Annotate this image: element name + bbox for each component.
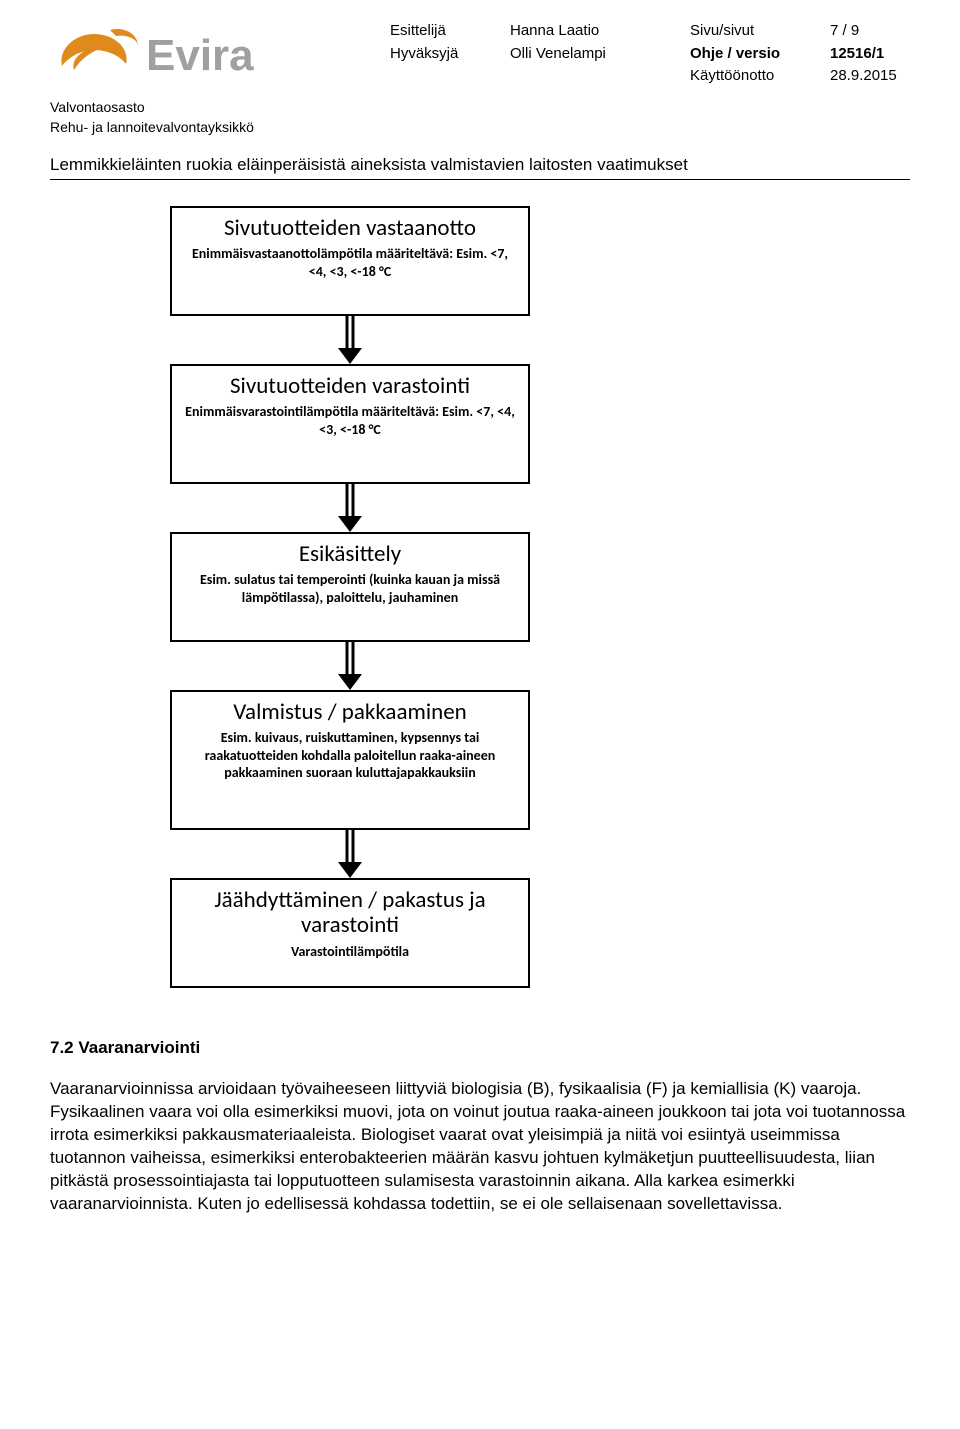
adoption-label: Käyttöönotto <box>690 65 830 88</box>
flow-node-sub: Enimmäisvastaanottolämpötila määriteltäv… <box>184 245 516 280</box>
logo-text: Evira <box>146 31 254 80</box>
evira-logo-icon: Evira <box>50 20 310 90</box>
flow-node-title: Jäähdyttäminen / pakastus ja varastointi <box>184 888 516 939</box>
approver-label: Hyväksyjä <box>390 43 510 66</box>
flow-node: Valmistus / pakkaaminen Esim. kuivaus, ru… <box>170 690 530 830</box>
section-heading: 7.2 Vaaranarviointi <box>50 1038 910 1058</box>
page-label: Sivu/sivut <box>690 20 830 43</box>
dept-line-1: Valvontaosasto <box>50 98 910 118</box>
flow-node-title: Esikäsittely <box>184 542 516 567</box>
department-block: Valvontaosasto Rehu- ja lannoitevalvonta… <box>50 98 910 137</box>
presenter-value: Hanna Laatio <box>510 20 690 43</box>
adoption-value: 28.9.2015 <box>830 65 910 88</box>
flow-node-sub: Varastointilämpötila <box>184 943 516 961</box>
flow-arrow-icon <box>170 316 530 364</box>
approver-value: Olli Venelampi <box>510 43 690 66</box>
flow-node: Sivutuotteiden vastaanotto Enimmäisvastaa… <box>170 206 530 316</box>
document-title: Lemmikkieläinten ruokia eläinperäisistä … <box>50 155 910 180</box>
presenter-label: Esittelijä <box>390 20 510 43</box>
flow-node-title: Valmistus / pakkaaminen <box>184 700 516 725</box>
flow-node: Esikäsittely Esim. sulatus tai temperoint… <box>170 532 530 642</box>
flow-arrow-icon <box>170 484 530 532</box>
dept-line-2: Rehu- ja lannoitevalvontayksikkö <box>50 118 910 138</box>
guide-label: Ohje / versio <box>690 43 830 66</box>
page-value: 7 / 9 <box>830 20 910 43</box>
flow-arrow-icon <box>170 830 530 878</box>
header-row: Evira Esittelijä Hanna Laatio Sivu/sivut… <box>50 20 910 90</box>
meta-table: Esittelijä Hanna Laatio Sivu/sivut 7 / 9… <box>390 20 910 88</box>
flow-node: Sivutuotteiden varastointi Enimmäisvarast… <box>170 364 530 484</box>
flow-node-title: Sivutuotteiden vastaanotto <box>184 216 516 241</box>
flow-node-sub: Enimmäisvarastointilämpötila määriteltäv… <box>184 403 516 438</box>
section-body: Vaaranarvioinnissa arvioidaan työvaihees… <box>50 1078 910 1216</box>
logo: Evira <box>50 20 390 90</box>
flow-node: Jäähdyttäminen / pakastus ja varastointi… <box>170 878 530 988</box>
flow-node-sub: Esim. kuivaus, ruiskuttaminen, kypsennys… <box>184 729 516 782</box>
page: Evira Esittelijä Hanna Laatio Sivu/sivut… <box>0 0 960 1256</box>
flow-arrow-icon <box>170 642 530 690</box>
guide-value: 12516/1 <box>830 43 910 66</box>
flow-node-sub: Esim. sulatus tai temperointi (kuinka ka… <box>184 571 516 606</box>
flow-node-title: Sivutuotteiden varastointi <box>184 374 516 399</box>
flowchart: Sivutuotteiden vastaanotto Enimmäisvastaa… <box>170 206 530 988</box>
